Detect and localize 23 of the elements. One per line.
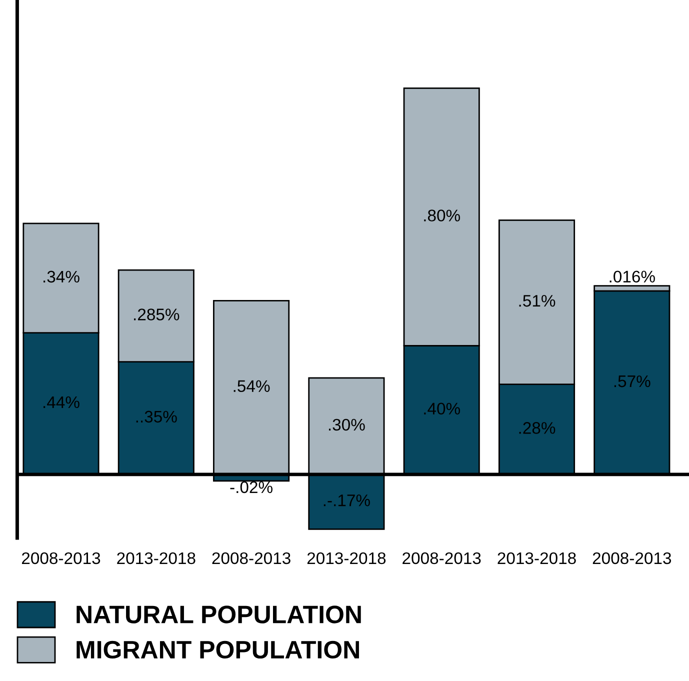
data-label: ..35%: [136, 410, 177, 423]
data-label: .28%: [519, 422, 556, 434]
x-tick-label: 2008-2013: [22, 552, 100, 564]
data-label: .34%: [44, 270, 80, 283]
x-tick-label: 2008-2013: [212, 552, 290, 564]
x-tick-label: 2013-2018: [117, 552, 196, 564]
data-label: -.02%: [230, 481, 272, 494]
data-label: .54%: [234, 380, 270, 392]
x-tick-label: 2008-2013: [592, 552, 672, 564]
data-label: .285%: [134, 308, 180, 320]
data-label: .44%: [44, 396, 80, 408]
x-tick-label: 2013-2018: [307, 552, 386, 564]
data-label: .40%: [424, 402, 460, 415]
data-label: .-.17%: [324, 494, 370, 506]
x-tick-label: 2008-2013: [402, 552, 481, 564]
data-label: .80%: [424, 210, 460, 222]
x-tick-label: 2013-2018: [498, 552, 576, 564]
legend-label: NATURAL POPULATION: [76, 606, 361, 624]
legend-label: MIGRANT POPULATION: [76, 640, 359, 659]
data-label: .57%: [614, 375, 650, 388]
data-label: .016%: [610, 270, 655, 283]
data-label: .51%: [519, 294, 556, 307]
data-label: .30%: [328, 418, 365, 431]
